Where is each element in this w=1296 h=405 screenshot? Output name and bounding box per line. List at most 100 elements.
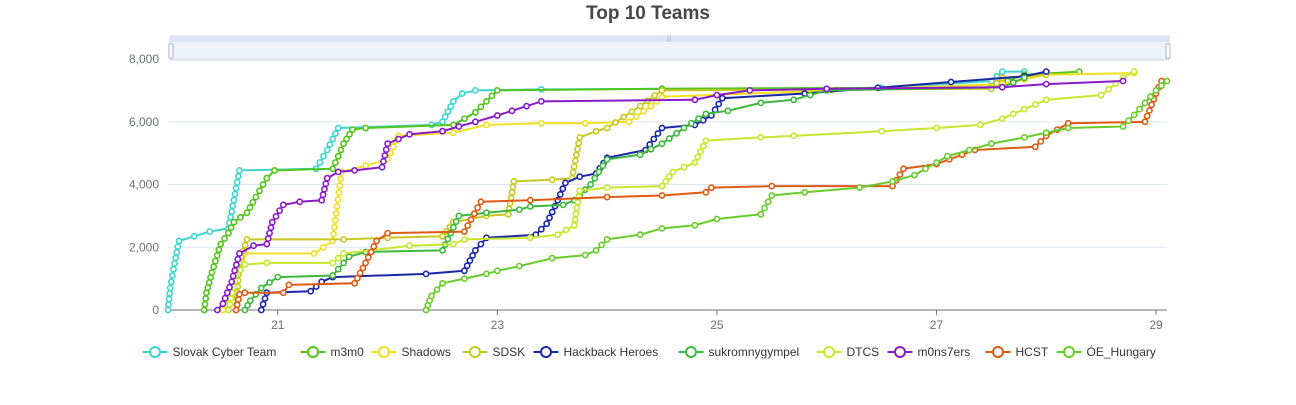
data-point[interactable] bbox=[428, 292, 435, 300]
data-point[interactable] bbox=[697, 148, 704, 155]
data-point[interactable] bbox=[603, 193, 611, 201]
data-point[interactable] bbox=[761, 204, 768, 212]
data-point[interactable] bbox=[900, 165, 907, 173]
data-point[interactable] bbox=[318, 196, 326, 204]
data-point[interactable] bbox=[320, 152, 327, 160]
data-point[interactable] bbox=[345, 253, 353, 261]
data-point[interactable] bbox=[662, 177, 670, 185]
data-point[interactable] bbox=[370, 243, 378, 250]
data-point[interactable] bbox=[504, 210, 512, 218]
data-point[interactable] bbox=[332, 209, 340, 217]
data-point[interactable] bbox=[447, 103, 455, 110]
data-point[interactable] bbox=[474, 204, 481, 212]
data-point[interactable] bbox=[603, 184, 611, 191]
data-point[interactable] bbox=[581, 251, 589, 259]
data-point[interactable] bbox=[340, 259, 347, 267]
data-zoom-right-handle[interactable] bbox=[1165, 43, 1171, 59]
data-point[interactable] bbox=[691, 159, 699, 166]
data-point[interactable] bbox=[620, 113, 627, 121]
data-point[interactable] bbox=[351, 279, 358, 287]
data-point[interactable] bbox=[537, 225, 545, 233]
data-point[interactable] bbox=[746, 87, 754, 94]
data-point[interactable] bbox=[493, 87, 501, 94]
data-point[interactable] bbox=[213, 306, 221, 314]
data-zoom-left-handle[interactable] bbox=[168, 43, 174, 59]
data-point[interactable] bbox=[1105, 85, 1112, 93]
data-point[interactable] bbox=[422, 270, 430, 278]
legend-label[interactable]: m3m0 bbox=[331, 345, 365, 359]
data-point[interactable] bbox=[252, 193, 260, 201]
data-point[interactable] bbox=[573, 151, 580, 159]
data-point[interactable] bbox=[966, 146, 973, 154]
data-point[interactable] bbox=[1009, 110, 1017, 118]
data-point[interactable] bbox=[395, 135, 402, 143]
legend-marker-icon[interactable] bbox=[469, 346, 481, 358]
data-point[interactable] bbox=[276, 207, 283, 214]
data-point[interactable] bbox=[336, 182, 344, 190]
data-point[interactable] bbox=[694, 153, 702, 161]
legend-marker-icon[interactable] bbox=[307, 346, 319, 358]
data-point[interactable] bbox=[221, 235, 228, 242]
data-point[interactable] bbox=[241, 241, 249, 249]
data-point[interactable] bbox=[1158, 82, 1165, 90]
data-point[interactable] bbox=[628, 108, 636, 115]
data-point[interactable] bbox=[310, 250, 318, 257]
data-point[interactable] bbox=[587, 181, 595, 188]
data-point[interactable] bbox=[330, 230, 337, 238]
data-point[interactable] bbox=[574, 145, 581, 153]
data-point[interactable] bbox=[331, 216, 339, 224]
data-point[interactable] bbox=[439, 232, 446, 240]
data-point[interactable] bbox=[166, 290, 173, 297]
data-point[interactable] bbox=[329, 165, 337, 173]
data-point[interactable] bbox=[226, 283, 233, 291]
data-point[interactable] bbox=[229, 272, 237, 280]
data-point[interactable] bbox=[172, 254, 180, 262]
data-point[interactable] bbox=[165, 295, 173, 303]
data-point[interactable] bbox=[373, 237, 380, 245]
data-point[interactable] bbox=[598, 241, 605, 249]
data-point[interactable] bbox=[455, 123, 463, 130]
data-point[interactable] bbox=[213, 251, 221, 259]
data-point[interactable] bbox=[211, 257, 219, 265]
data-point[interactable] bbox=[439, 279, 446, 287]
data-point[interactable] bbox=[243, 209, 251, 217]
data-point[interactable] bbox=[1020, 133, 1028, 141]
data-zoom-bar[interactable] bbox=[170, 36, 1169, 42]
data-point[interactable] bbox=[471, 246, 479, 254]
data-point[interactable] bbox=[340, 235, 347, 243]
data-point[interactable] bbox=[1119, 123, 1127, 130]
data-point[interactable] bbox=[559, 201, 567, 209]
data-point[interactable] bbox=[988, 140, 995, 148]
data-point[interactable] bbox=[200, 306, 208, 314]
data-point[interactable] bbox=[658, 87, 666, 94]
data-point[interactable] bbox=[234, 296, 242, 303]
data-point[interactable] bbox=[444, 235, 452, 243]
legend-item[interactable]: Slovak Cyber Team bbox=[142, 345, 277, 359]
data-point[interactable] bbox=[263, 240, 271, 248]
series-7[interactable] bbox=[213, 77, 1127, 314]
data-point[interactable] bbox=[257, 284, 265, 292]
data-point[interactable] bbox=[471, 87, 479, 94]
data-point[interactable] bbox=[1042, 68, 1050, 75]
data-point[interactable] bbox=[569, 168, 577, 176]
data-point[interactable] bbox=[449, 129, 457, 137]
data-point[interactable] bbox=[548, 208, 556, 216]
data-point[interactable] bbox=[202, 295, 210, 302]
data-point[interactable] bbox=[554, 231, 562, 239]
data-point[interactable] bbox=[1119, 77, 1127, 85]
data-point[interactable] bbox=[526, 203, 534, 210]
legend-label[interactable]: sukromnygympel bbox=[709, 345, 800, 359]
data-point[interactable] bbox=[334, 124, 342, 132]
data-point[interactable] bbox=[572, 210, 580, 218]
data-point[interactable] bbox=[526, 234, 534, 242]
data-point[interactable] bbox=[334, 254, 342, 262]
data-point[interactable] bbox=[482, 98, 490, 105]
data-point[interactable] bbox=[680, 163, 688, 171]
data-point[interactable] bbox=[548, 254, 556, 262]
data-point[interactable] bbox=[237, 213, 244, 221]
data-point[interactable] bbox=[173, 248, 181, 256]
legend-item[interactable]: sukromnygympel bbox=[678, 345, 800, 359]
data-point[interactable] bbox=[715, 100, 723, 108]
data-point[interactable] bbox=[201, 300, 209, 308]
data-point[interactable] bbox=[234, 255, 242, 263]
